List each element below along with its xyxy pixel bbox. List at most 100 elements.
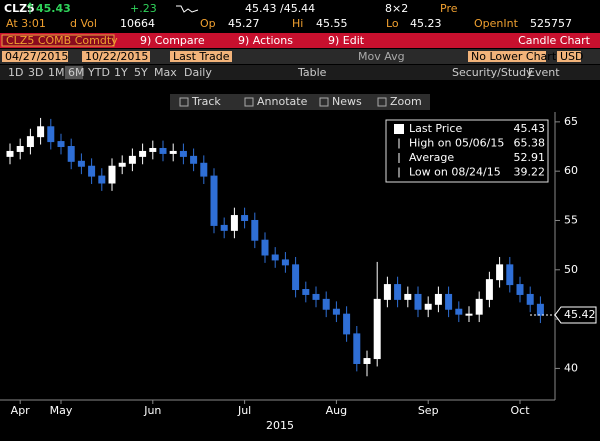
x-tick-label: Jun: [143, 404, 161, 417]
period-button[interactable]: YTD: [87, 66, 110, 79]
candle-body: [394, 284, 402, 300]
candle-body: [230, 215, 238, 231]
candle-body: [332, 308, 340, 315]
candle-body: [404, 293, 412, 300]
candle-body: [26, 136, 34, 148]
toolbar-button[interactable]: Annotate: [257, 95, 308, 108]
candle-body: [414, 293, 422, 310]
candle-body: [455, 308, 463, 315]
period-button[interactable]: 1Y: [114, 66, 128, 79]
quote-open-label: Op: [200, 17, 216, 30]
candle-body: [77, 160, 85, 167]
legend-value: 65.38: [514, 137, 546, 150]
y-tick-label: 60: [564, 164, 578, 177]
candle-body: [88, 165, 96, 177]
event-button[interactable]: Event: [528, 66, 560, 79]
candle-body: [383, 284, 391, 300]
period-button[interactable]: 3D: [28, 66, 43, 79]
edit-menu[interactable]: 9) Edit: [328, 34, 365, 47]
currency-box[interactable]: [557, 51, 581, 62]
field[interactable]: Last Trade: [173, 50, 230, 63]
candle-body: [465, 313, 473, 316]
last-price: 45.43: [36, 2, 71, 15]
period-selected[interactable]: [65, 66, 83, 79]
lower-chart-box[interactable]: [468, 51, 546, 62]
period-button[interactable]: Max: [154, 66, 177, 79]
candle-body: [526, 293, 534, 305]
candle-body: [57, 141, 65, 148]
quote-open: 45.27: [228, 17, 260, 30]
candle-body: [241, 215, 249, 221]
candle-body: [353, 333, 361, 364]
actions-menu[interactable]: 9) Actions: [238, 34, 293, 47]
candle-body: [302, 289, 310, 295]
candle-body: [322, 298, 330, 310]
candle-body: [485, 279, 493, 300]
toolbar-button[interactable]: News: [332, 95, 362, 108]
legend-label: Last Price: [409, 122, 462, 135]
y-tick-label: 55: [564, 213, 578, 226]
session: Pre: [440, 2, 458, 15]
period-button[interactable]: 1M: [48, 66, 65, 79]
x-tick-label: Aug: [326, 404, 347, 417]
size: 8×2: [385, 2, 408, 15]
legend-value: 45.43: [514, 122, 546, 135]
period-button[interactable]: 6M: [68, 66, 85, 79]
lower-chart[interactable]: No Lower Chart: [471, 50, 557, 63]
candle-body: [47, 126, 55, 143]
security: CLZ5 COMB Comdty: [6, 34, 118, 47]
candle-body: [373, 298, 381, 360]
start-date[interactable]: 04/27/2015: [5, 50, 68, 63]
candle-body: [149, 147, 157, 152]
frequency[interactable]: Daily: [184, 66, 212, 79]
candle-body: [475, 298, 483, 315]
candle-body: [37, 126, 45, 138]
candle-body: [169, 150, 177, 154]
security-box: [1, 34, 115, 47]
candle-body: [343, 313, 351, 335]
ticker: CLZ5: [4, 2, 35, 15]
x-tick-label: Apr: [11, 404, 31, 417]
last-price-flag: [554, 306, 597, 324]
candle-body: [434, 293, 442, 305]
period-button[interactable]: 1D: [8, 66, 23, 79]
candle-body: [179, 150, 187, 157]
candle-body: [210, 175, 218, 226]
candle-body: [363, 358, 371, 364]
toolbar-button[interactable]: Zoom: [390, 95, 422, 108]
field-box[interactable]: [170, 51, 232, 62]
end-date-box[interactable]: [82, 51, 150, 62]
candle-body: [67, 146, 75, 162]
toolbar-button[interactable]: Track: [191, 95, 221, 108]
period-bar: [0, 65, 600, 80]
start-date-box[interactable]: [2, 51, 68, 62]
mov-avg[interactable]: Mov Avg: [358, 50, 405, 63]
up-arrow: [26, 2, 34, 14]
currency[interactable]: USD: [560, 50, 584, 63]
compare-menu[interactable]: 9) Compare: [140, 34, 205, 47]
x-tick-label: May: [50, 404, 73, 417]
legend-swatch: [394, 124, 404, 134]
y-tick-label: 65: [564, 115, 578, 128]
legend-box: [385, 119, 549, 183]
period-button[interactable]: 5Y: [134, 66, 148, 79]
quote-low-label: Lo: [386, 17, 399, 30]
candle-body: [281, 259, 289, 266]
x-tick-label: Oct: [510, 404, 530, 417]
y-tick-label: 50: [564, 263, 578, 276]
legend-label: High on 05/06/15: [409, 137, 504, 150]
legend-label: Average: [409, 151, 454, 164]
chart-type[interactable]: Candle Chart: [518, 34, 591, 47]
candle-body: [159, 147, 167, 154]
table-button[interactable]: Table: [297, 66, 327, 79]
candle-body: [271, 254, 279, 261]
quote-vol-label: d Vol: [70, 17, 97, 30]
end-date[interactable]: 10/22/2015: [85, 50, 148, 63]
study-button[interactable]: Security/Study: [452, 66, 533, 79]
candle-body: [445, 293, 453, 310]
candle-body: [6, 150, 14, 157]
sparkline-icon: [176, 5, 199, 13]
candle-body: [496, 264, 504, 281]
change: +.23: [130, 2, 157, 15]
